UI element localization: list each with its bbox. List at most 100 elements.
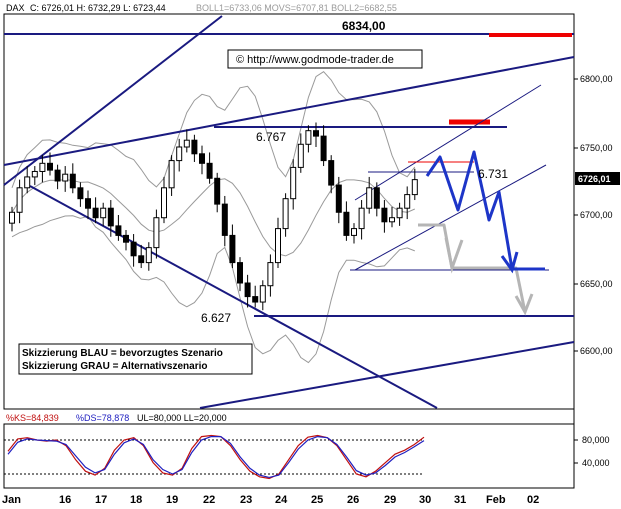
x-tick-label: 16: [59, 494, 71, 506]
candle-body: [244, 282, 251, 298]
candle-body: [297, 143, 304, 168]
osc-tick-label: 80,000: [582, 435, 610, 445]
x-tick-label: 29: [384, 494, 396, 506]
lower-trendline: [29, 185, 438, 409]
upper-trendline: [3, 56, 575, 166]
candle-body: [176, 146, 183, 162]
oscillator-frame: [3, 423, 575, 489]
y-tick-label: 6700,00: [580, 210, 613, 220]
candle-body: [47, 162, 53, 171]
candle-body: [183, 139, 190, 148]
legend-line-2: Skizzierung GRAU = Alternativszenario: [22, 361, 208, 372]
candle-body: [92, 207, 99, 219]
candle-body: [320, 135, 327, 162]
x-tick-label: 24: [275, 494, 288, 506]
level-label-6834: 6834,00: [342, 19, 386, 33]
candle-body: [396, 207, 403, 219]
price-axis: 6800,00 6750,00 6700,00 6650,00 6600,00 …: [574, 74, 620, 356]
level-label-6731: 6.731: [478, 167, 508, 181]
x-tick-label: 02: [527, 494, 539, 506]
x-tick-label: 31: [454, 494, 466, 506]
candle-body: [214, 177, 221, 205]
candle-body: [411, 179, 418, 196]
watermark-box: [227, 49, 423, 69]
y-tick-label: 6600,00: [580, 346, 613, 356]
candle-body: [85, 198, 91, 209]
current-price-label: 6726,01: [578, 174, 611, 184]
y-tick-label: 6750,00: [580, 143, 613, 153]
level-label-6627: 6.627: [201, 311, 231, 325]
x-tick-label: 25: [311, 494, 323, 506]
header-indicators: BOLL1=6733,06 MOVS=6707,81 BOLL2=6682,55: [196, 3, 397, 13]
main-chart-frame: [3, 13, 575, 410]
candle-body: [343, 211, 350, 236]
candle-body: [373, 187, 380, 209]
candle-body: [115, 225, 122, 236]
candle-body: [153, 217, 160, 249]
watermark-text: © http://www.godmode-trader.de: [236, 54, 394, 66]
candle-body: [389, 217, 395, 223]
candle-body: [107, 207, 114, 227]
header-ohlc: C: 6726,01 H: 6732,29 L: 6723,44: [30, 3, 166, 13]
candle-body: [168, 160, 175, 189]
oscillator-levels-label: UL=80,000 LL=20,000: [137, 413, 227, 423]
legend-box: [18, 343, 253, 375]
candle-body: [54, 169, 61, 182]
candle-body: [267, 262, 274, 287]
candle-body: [290, 166, 297, 200]
candle-body: [16, 187, 23, 213]
x-tick-label: 17: [95, 494, 107, 506]
scenario-sketches: [418, 150, 545, 316]
x-tick-label: 22: [203, 494, 215, 506]
x-tick-label: Jan: [2, 494, 21, 506]
candle-body: [138, 255, 145, 264]
candle-body: [351, 228, 357, 236]
legend-line-1: Skizzierung BLAU = bevorzugtes Szenario: [22, 348, 223, 359]
header-instrument: DAX: [6, 3, 25, 13]
candle-body: [39, 162, 46, 172]
candles: [9, 122, 418, 311]
oscillator-ds-label: %DS=78,878: [76, 413, 129, 423]
y-tick-label: 6650,00: [580, 279, 613, 289]
candle-body: [123, 234, 129, 243]
candle-body: [9, 211, 15, 224]
blue-scenario-arrowhead: [500, 251, 519, 274]
candle-body: [199, 153, 205, 164]
x-tick-label: 26: [347, 494, 359, 506]
oscillator-lines: [7, 434, 425, 480]
channel-lower-line: [354, 164, 547, 271]
x-tick-label: Feb: [486, 494, 506, 506]
candle-body: [130, 241, 137, 257]
x-tick-label: 18: [130, 494, 142, 506]
level-label-6767: 6.767: [256, 130, 286, 144]
candle-body: [191, 139, 198, 155]
trend-lines: [3, 15, 575, 409]
candle-body: [313, 130, 319, 137]
blue-scenario-path: [425, 150, 545, 271]
candle-body: [305, 130, 312, 145]
gray-scenario-arrowhead-2: [444, 237, 464, 274]
candle-body: [404, 194, 411, 209]
oscillator-ds-line: [7, 435, 425, 479]
bottom-trendline: [199, 341, 575, 409]
x-tick-label: 23: [240, 494, 252, 506]
candle-body: [229, 234, 236, 264]
candle-body: [62, 173, 69, 182]
candle-body: [275, 228, 281, 264]
candle-body: [237, 262, 243, 284]
date-axis: Jan 16 17 18 19 22 23 24 25 26 29 30 31 …: [2, 494, 539, 506]
candle-body: [252, 296, 259, 303]
candle-body: [31, 170, 38, 178]
candle-body: [77, 187, 84, 200]
candle-body: [335, 184, 342, 213]
candle-body: [381, 207, 388, 223]
candle-body: [221, 203, 228, 236]
candle-body: [206, 162, 213, 179]
gray-scenario-arrowhead: [514, 293, 534, 316]
candle-body: [358, 207, 365, 230]
y-tick-label: 6800,00: [580, 74, 613, 84]
oscillator-ks-label: %KS=84,839: [6, 413, 59, 423]
candle-body: [328, 160, 335, 186]
channel-upper-line: [354, 84, 542, 201]
